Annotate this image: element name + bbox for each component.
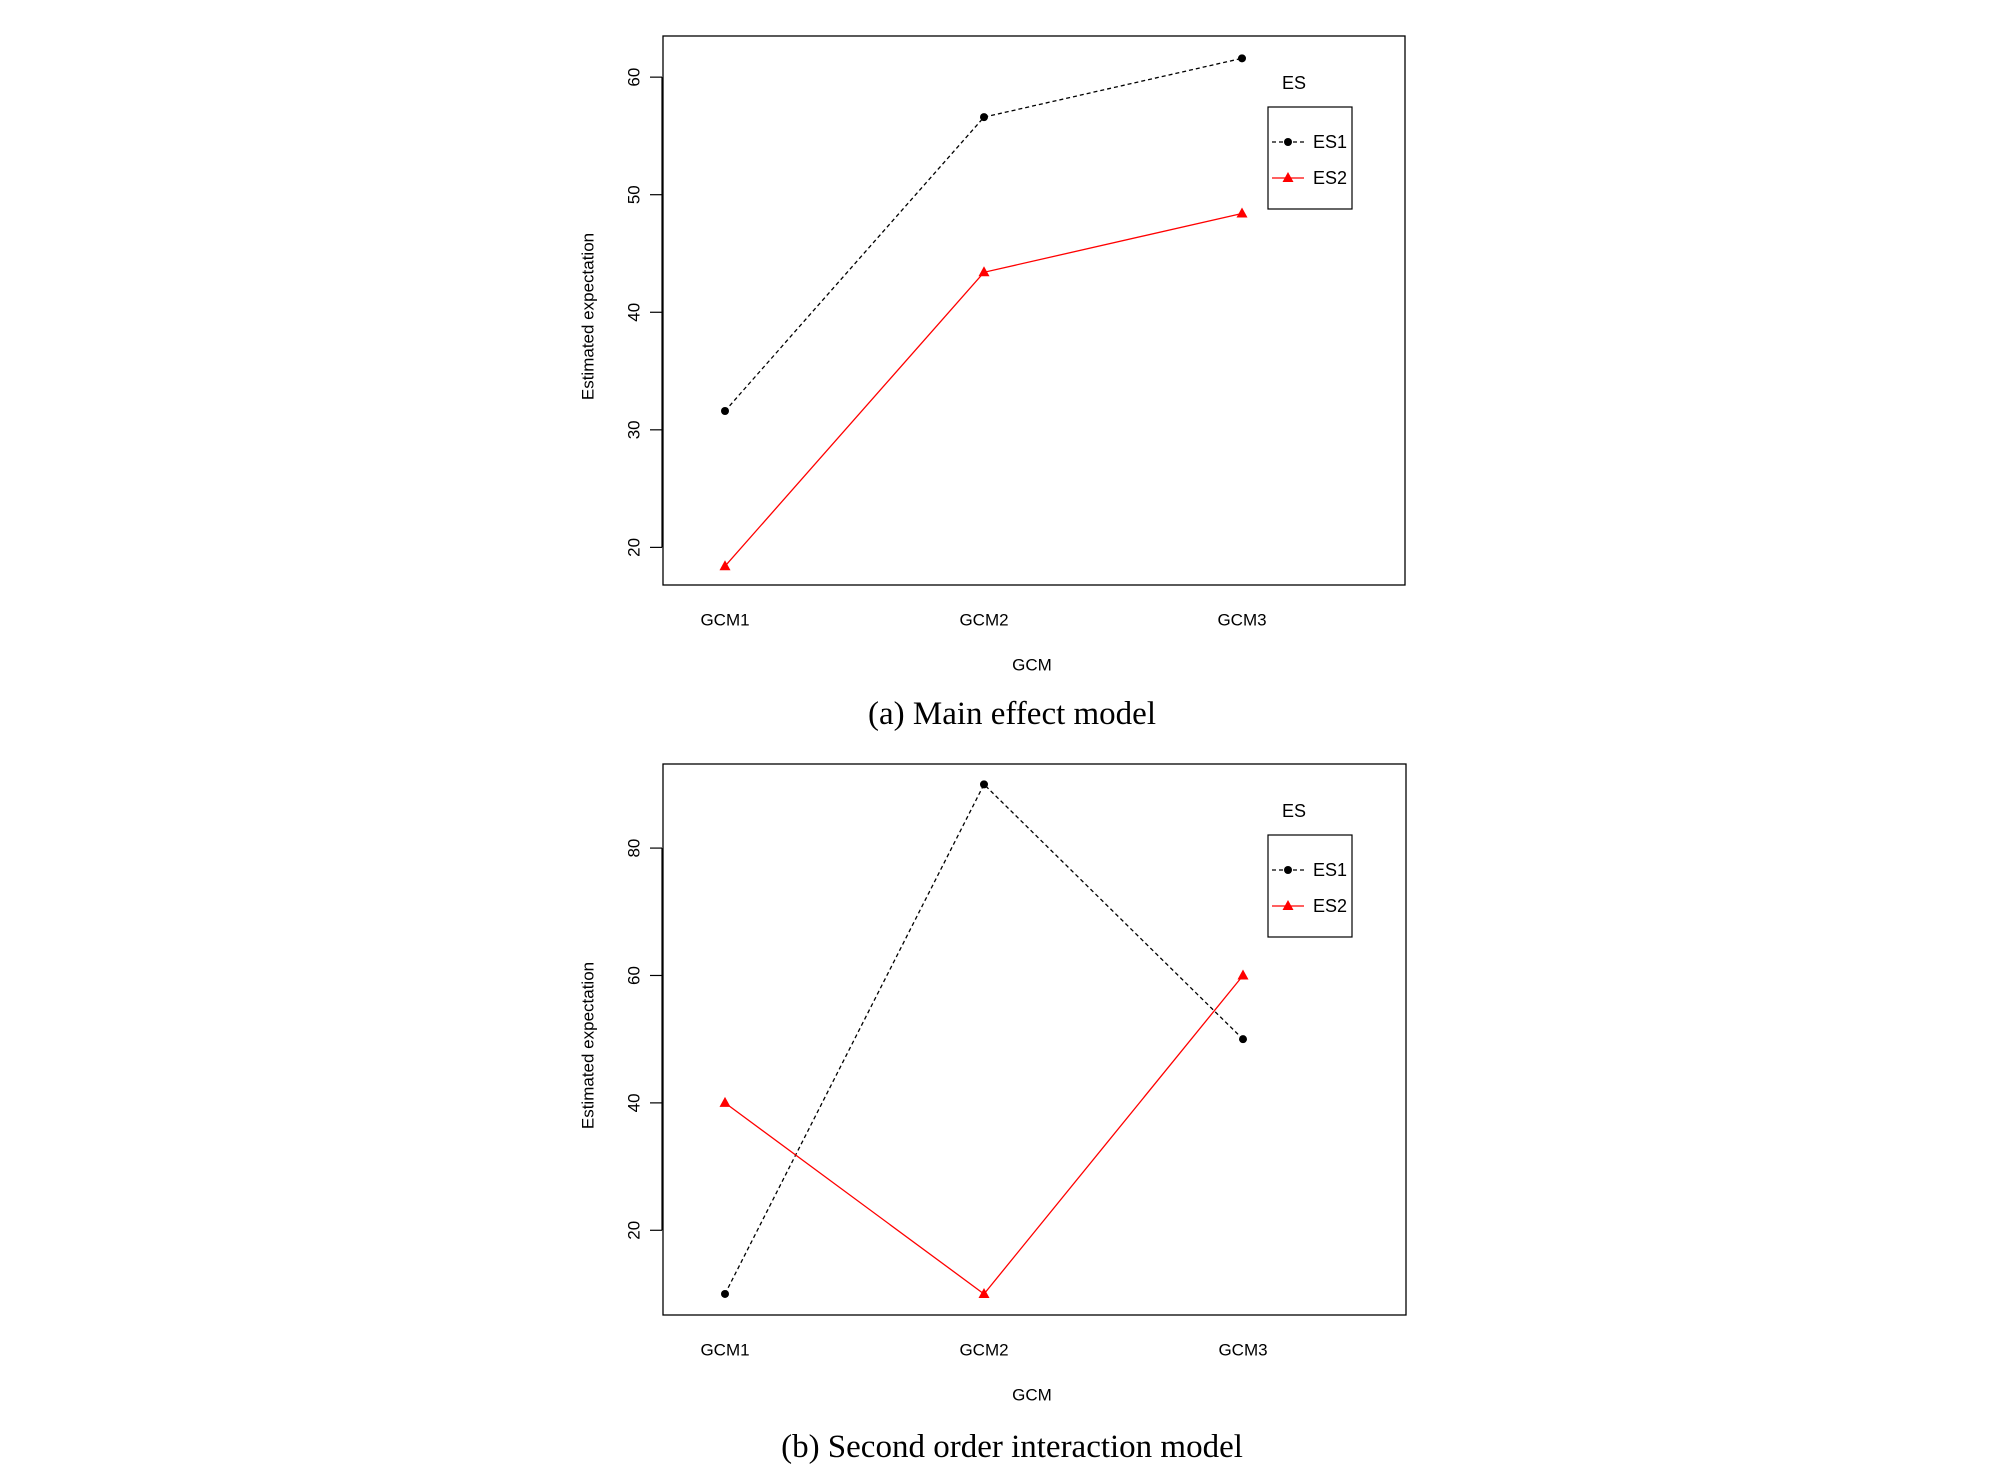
figure-caption: (b) Second order interaction model	[781, 1429, 1243, 1465]
series-line-es1	[724, 57, 1243, 412]
data-point-es1	[980, 780, 988, 789]
figure-caption: (a) Main effect model	[868, 696, 1156, 732]
legend-label-es2: ES2	[1313, 896, 1347, 916]
data-point-es2	[978, 1287, 990, 1298]
legend-label-es2: ES2	[1313, 168, 1347, 188]
legend-label-es1: ES1	[1313, 860, 1347, 880]
data-point-es1	[980, 113, 988, 122]
y-tick-label: 80	[625, 839, 644, 858]
legend-title: ES	[1282, 801, 1306, 821]
legend-label-es1: ES1	[1313, 132, 1347, 152]
data-point-es2	[1237, 969, 1249, 980]
chart-panel-2: 20 40 60 80 GCM1 GCM2 GCM3 GCM Estimated expecta…	[579, 763, 1407, 1465]
y-tick-label: 60	[625, 68, 644, 87]
chart-panel-1: 20 30 40 50 60 GCM1 GCM2 GCM3 GCM Estimated expec…	[579, 35, 1406, 732]
x-axis-label: GCM	[1012, 1386, 1052, 1405]
data-point-es1	[1238, 54, 1246, 63]
x-tick-label: GCM2	[959, 1341, 1008, 1360]
plot-frame	[662, 763, 1407, 1316]
legend-title: ES	[1282, 73, 1306, 93]
series-line-es1	[724, 783, 1244, 1295]
y-axis-label: Estimated expectation	[579, 962, 598, 1129]
data-point-es2	[978, 266, 990, 277]
x-tick-label: GCM3	[1218, 1341, 1267, 1360]
y-tick-label: 20	[625, 1221, 644, 1240]
series-line-es2	[724, 975, 1244, 1295]
data-point-es2	[719, 1096, 731, 1107]
x-tick-label: GCM3	[1217, 611, 1266, 630]
y-axis-label: Estimated expectation	[579, 233, 598, 400]
x-axis-label: GCM	[1012, 656, 1052, 675]
x-tick-label: GCM2	[959, 611, 1008, 630]
legend-marker-es1	[1284, 866, 1292, 874]
plot-frame	[662, 35, 1406, 586]
y-tick-label: 40	[625, 1093, 644, 1112]
data-point-es1	[721, 407, 729, 416]
y-tick-label: 50	[625, 185, 644, 204]
legend-marker-es1	[1284, 138, 1292, 146]
x-tick-label: GCM1	[700, 1341, 749, 1360]
y-tick-label: 30	[625, 420, 644, 439]
data-point-es2	[719, 560, 731, 571]
legend-marker-es2	[1282, 900, 1294, 910]
data-point-es2	[1236, 207, 1248, 218]
legend-box	[1267, 834, 1353, 938]
data-point-es1	[1239, 1035, 1247, 1044]
x-tick-label: GCM1	[700, 611, 749, 630]
y-tick-label: 40	[625, 303, 644, 322]
series-line-es2	[724, 212, 1243, 567]
y-tick-label: 60	[625, 966, 644, 985]
legend-marker-es2	[1282, 172, 1294, 182]
y-tick-label: 20	[625, 538, 644, 557]
legend-box	[1267, 106, 1353, 210]
data-point-es1	[721, 1289, 729, 1298]
